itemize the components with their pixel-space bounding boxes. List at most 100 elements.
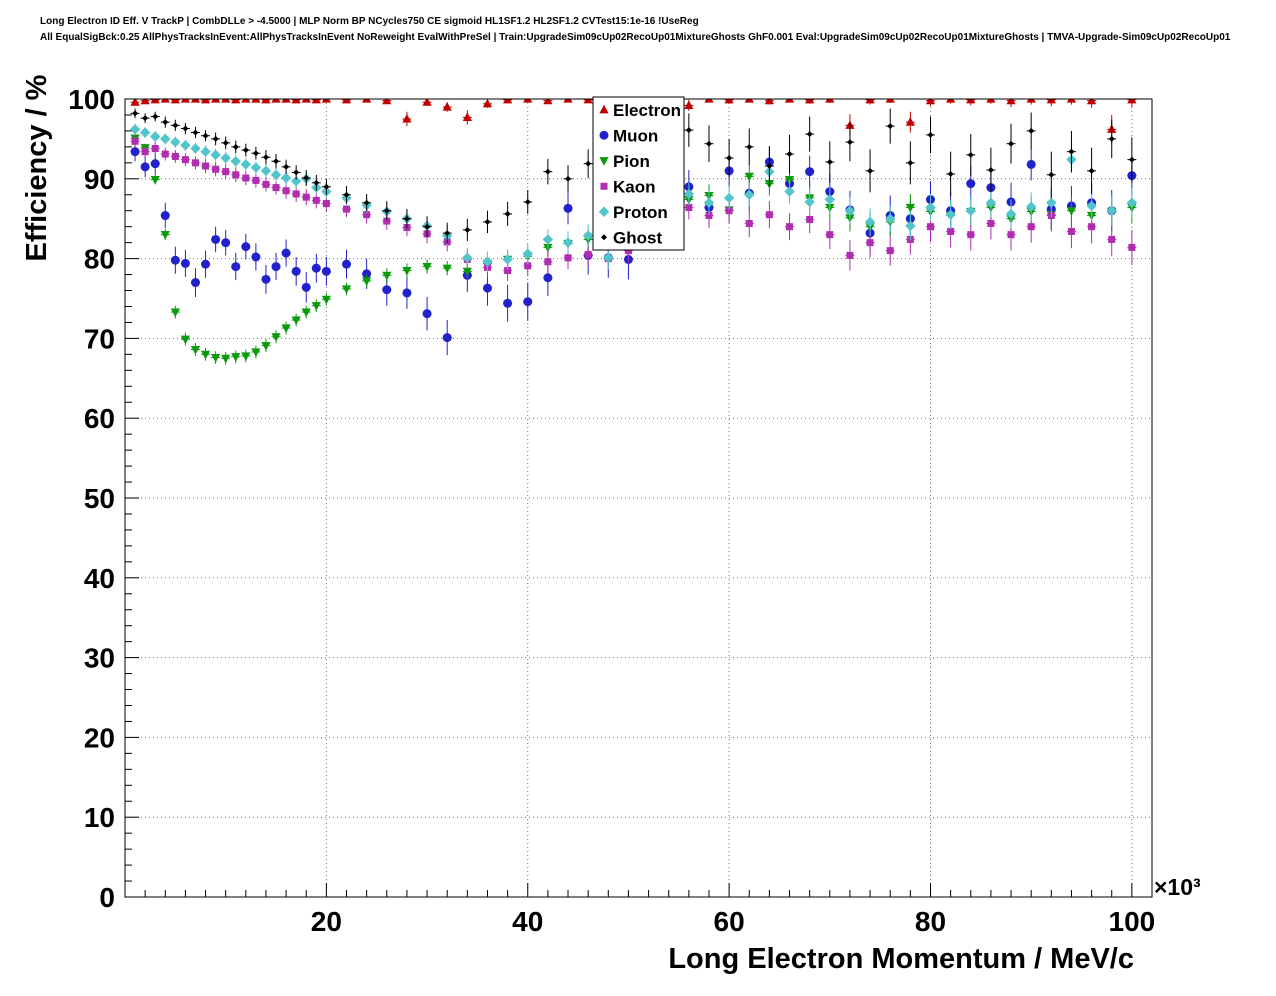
muon-marker xyxy=(402,288,412,298)
muon-marker xyxy=(160,211,170,221)
pion-marker xyxy=(301,308,311,318)
proton-marker xyxy=(210,149,221,161)
kaon-marker xyxy=(191,159,199,167)
ghost-marker xyxy=(867,167,874,174)
y-tick-label: 80 xyxy=(84,244,115,275)
electron-marker xyxy=(251,99,261,103)
muon-marker xyxy=(563,203,573,213)
electron-marker xyxy=(925,99,936,105)
electron-marker xyxy=(1006,99,1016,105)
kaon-marker xyxy=(232,171,240,179)
kaon-marker xyxy=(504,267,512,275)
ghost-marker xyxy=(1108,135,1115,142)
ghost-marker xyxy=(202,132,209,139)
electron-marker xyxy=(805,99,815,104)
ghost-marker xyxy=(1048,171,1055,178)
kaon-marker xyxy=(302,193,310,201)
pion-marker xyxy=(321,295,331,305)
proton-marker xyxy=(170,136,181,148)
muon-marker xyxy=(543,273,553,283)
x-axis-exponent-label: ×10³ xyxy=(1154,874,1201,900)
electron-marker xyxy=(744,99,754,103)
ghost-marker xyxy=(152,113,159,120)
ghost-marker xyxy=(766,163,773,170)
electron-marker xyxy=(170,99,180,104)
electron-marker xyxy=(885,99,895,103)
legend-label-kaon: Kaon xyxy=(613,177,656,196)
electron-marker xyxy=(1026,99,1036,103)
pion-marker xyxy=(281,324,291,334)
muon-marker xyxy=(523,297,533,307)
muon-marker xyxy=(1026,159,1036,169)
electron-marker xyxy=(543,99,553,105)
pion-marker xyxy=(311,302,321,311)
x-tick-label: 60 xyxy=(714,906,745,937)
kaon-marker xyxy=(171,152,179,160)
electron-marker xyxy=(281,99,291,103)
ghost-marker xyxy=(212,135,219,142)
proton-marker xyxy=(230,156,241,167)
plot-header: Long Electron ID Eff. V TrackP | CombDLL… xyxy=(40,14,1230,46)
kaon-marker xyxy=(212,165,220,173)
ghost-marker xyxy=(524,198,531,205)
ghost-marker xyxy=(182,125,189,132)
pion-marker xyxy=(341,285,352,294)
kaon-marker xyxy=(383,217,391,225)
ghost-marker xyxy=(846,139,853,146)
electron-marker xyxy=(362,99,372,103)
proton-marker xyxy=(1106,205,1117,216)
electron-marker xyxy=(1127,99,1137,104)
pion-marker xyxy=(744,172,754,182)
muon-marker xyxy=(211,234,221,244)
ghost-legend-marker-icon xyxy=(601,234,607,241)
proton-marker xyxy=(180,140,191,151)
y-tick-label: 40 xyxy=(84,563,115,594)
electron-marker xyxy=(160,99,170,103)
kaon-marker xyxy=(786,223,794,231)
electron-marker xyxy=(321,99,331,103)
muon-marker xyxy=(301,282,311,292)
kaon-marker xyxy=(866,239,874,247)
muon-marker xyxy=(190,278,200,288)
proton-marker xyxy=(965,205,976,216)
ghost-marker xyxy=(726,155,733,162)
muon-marker xyxy=(221,238,231,248)
electron-marker xyxy=(211,99,221,103)
proton-marker xyxy=(150,131,161,142)
ghost-marker xyxy=(172,122,179,129)
ghost-marker xyxy=(967,151,974,158)
kaon-marker xyxy=(1027,223,1035,231)
pion-marker xyxy=(462,267,472,277)
electron-marker xyxy=(946,99,956,103)
kaon-marker xyxy=(1007,231,1015,239)
proton-marker xyxy=(482,256,493,267)
kaon-marker xyxy=(624,247,632,255)
kaon-marker xyxy=(987,219,995,227)
kaon-marker xyxy=(685,204,693,212)
muon-marker xyxy=(805,167,815,177)
electron-marker xyxy=(784,99,795,103)
muon-marker xyxy=(321,266,331,276)
ghost-marker xyxy=(273,158,280,165)
electron-marker xyxy=(764,99,774,105)
ghost-marker xyxy=(504,210,511,217)
pion-marker xyxy=(211,353,221,363)
plot-title-line1: Long Electron ID Eff. V TrackP | CombDLL… xyxy=(40,16,699,27)
legend-entry-kaon: Kaon xyxy=(600,177,656,196)
ghost-marker xyxy=(222,139,229,146)
proton-marker xyxy=(240,159,252,170)
muon-marker xyxy=(241,242,251,252)
ghost-marker xyxy=(544,168,551,175)
electron-marker xyxy=(905,117,915,126)
muon-marker xyxy=(291,266,301,276)
muon-marker xyxy=(422,309,432,319)
proton-marker xyxy=(925,202,936,213)
ghost-marker xyxy=(142,115,149,122)
ghost-marker xyxy=(987,167,994,174)
kaon-marker xyxy=(947,227,955,235)
ghost-marker xyxy=(132,110,139,117)
proton-marker xyxy=(784,186,795,197)
electron-marker xyxy=(180,99,191,103)
ghost-marker xyxy=(685,127,692,134)
